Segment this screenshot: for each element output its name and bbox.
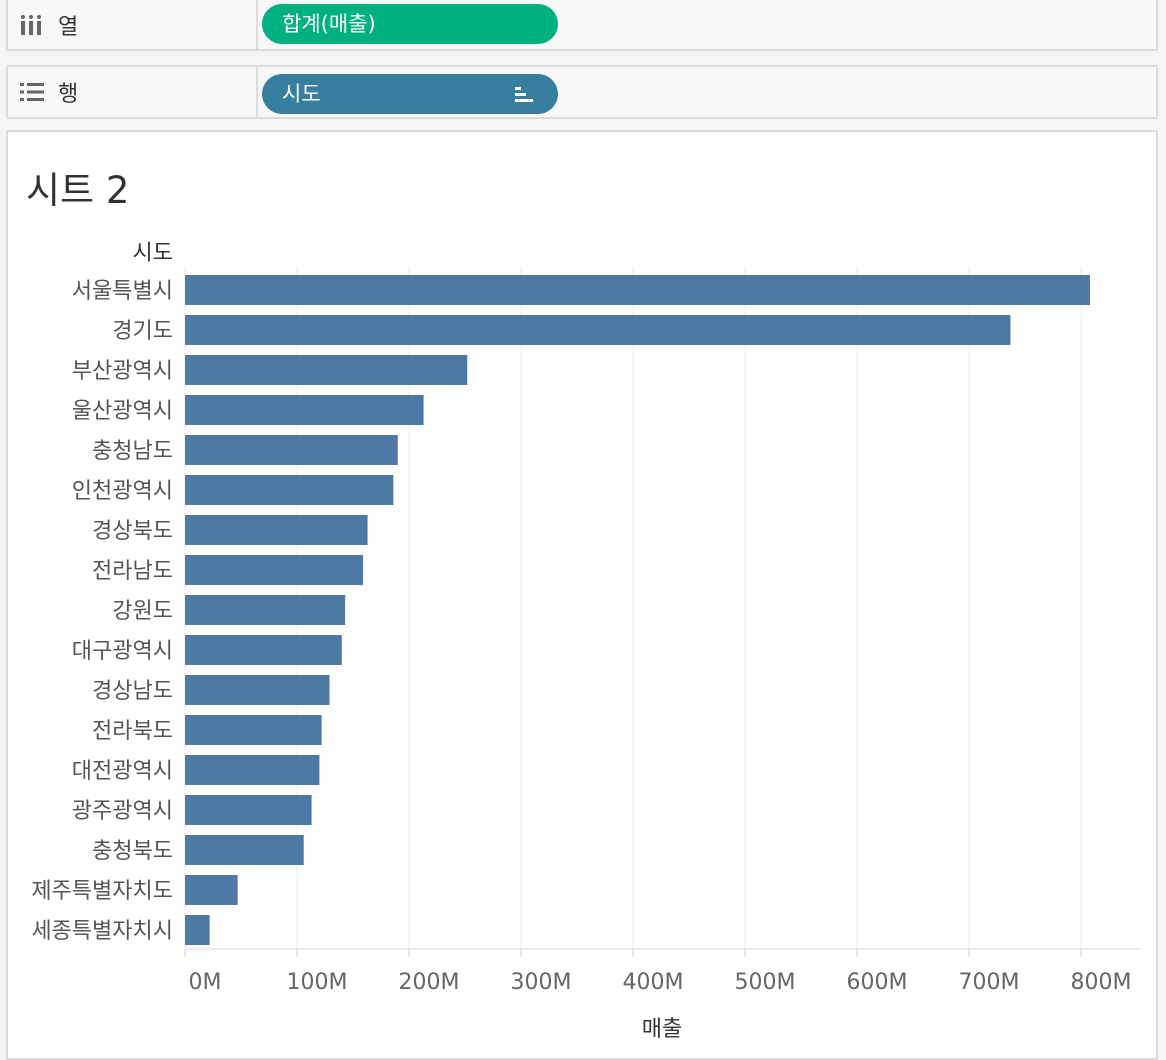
x-tick-label: 300M [511,970,572,995]
bar[interactable] [185,755,320,785]
bar[interactable] [185,395,424,425]
category-label: 강원도 [112,599,173,624]
category-label: 경기도 [112,319,173,344]
bar[interactable] [185,835,304,865]
category-label: 울산광역시 [72,399,173,424]
category-label: 세종특별자치시 [31,919,173,944]
x-tick-label: 0M [189,970,222,995]
sheet-title: 시트 2 [26,169,130,212]
x-tick-label: 700M [959,970,1020,995]
columns-pill-sum-sales[interactable]: 합계(매출) [262,4,558,44]
category-label: 서울특별시 [72,279,173,304]
x-tick-label: 600M [847,970,908,995]
rows-pill-label: 시도 [282,82,321,106]
category-label: 대구광역시 [72,639,173,664]
bar[interactable] [185,435,398,465]
columns-shelf[interactable]: 열 합계(매출) [6,0,1158,51]
bar[interactable] [185,875,238,905]
bars [185,275,1090,945]
x-tick-label: 200M [399,970,460,995]
sort-descending-icon[interactable] [514,84,534,104]
columns-shelf-title: 열 [58,14,79,40]
rows-icon [20,83,44,101]
bar[interactable] [185,795,312,825]
category-label: 경상남도 [92,679,173,704]
x-tick-label: 400M [623,970,684,995]
category-label: 전라남도 [92,559,173,584]
category-label: 부산광역시 [72,359,173,384]
bar[interactable] [185,635,342,665]
bar[interactable] [185,355,468,385]
bar[interactable] [185,915,210,945]
category-label: 충청북도 [92,839,173,864]
bar[interactable] [185,675,330,705]
x-tick-label: 500M [735,970,796,995]
bar[interactable] [185,475,394,505]
columns-shelf-label: 열 [8,0,258,49]
bar[interactable] [185,275,1090,305]
rows-shelf-label: 행 [8,67,258,117]
category-labels: 서울특별시경기도부산광역시울산광역시충청남도인천광역시경상북도전라남도강원도대구… [31,279,173,944]
x-tick-label: 100M [287,970,348,995]
category-label: 인천광역시 [72,479,173,504]
category-label: 광주광역시 [72,799,173,824]
columns-pill-label: 합계(매출) [282,12,376,36]
bar[interactable] [185,515,368,545]
rows-pill-sido[interactable]: 시도 [262,74,558,114]
category-label: 대전광역시 [72,759,173,784]
category-label: 제주특별자치도 [31,879,173,904]
bar[interactable] [185,595,346,625]
bar[interactable] [185,555,364,585]
x-axis-title: 매출 [642,1017,682,1042]
row-header-label: 시도 [133,241,173,266]
x-tick-label: 800M [1071,970,1132,995]
x-axis-ticks: 0M 100M 200M 300M 400M 500M 600M 700M 800M [184,948,1141,995]
bar[interactable] [185,315,1011,345]
rows-shelf[interactable]: 행 시도 [6,65,1158,119]
category-label: 경상북도 [92,519,173,544]
bar[interactable] [185,715,322,745]
columns-icon [21,14,41,35]
rows-shelf-title: 행 [58,82,79,107]
category-label: 충청남도 [92,439,173,464]
category-label: 전라북도 [92,719,173,744]
